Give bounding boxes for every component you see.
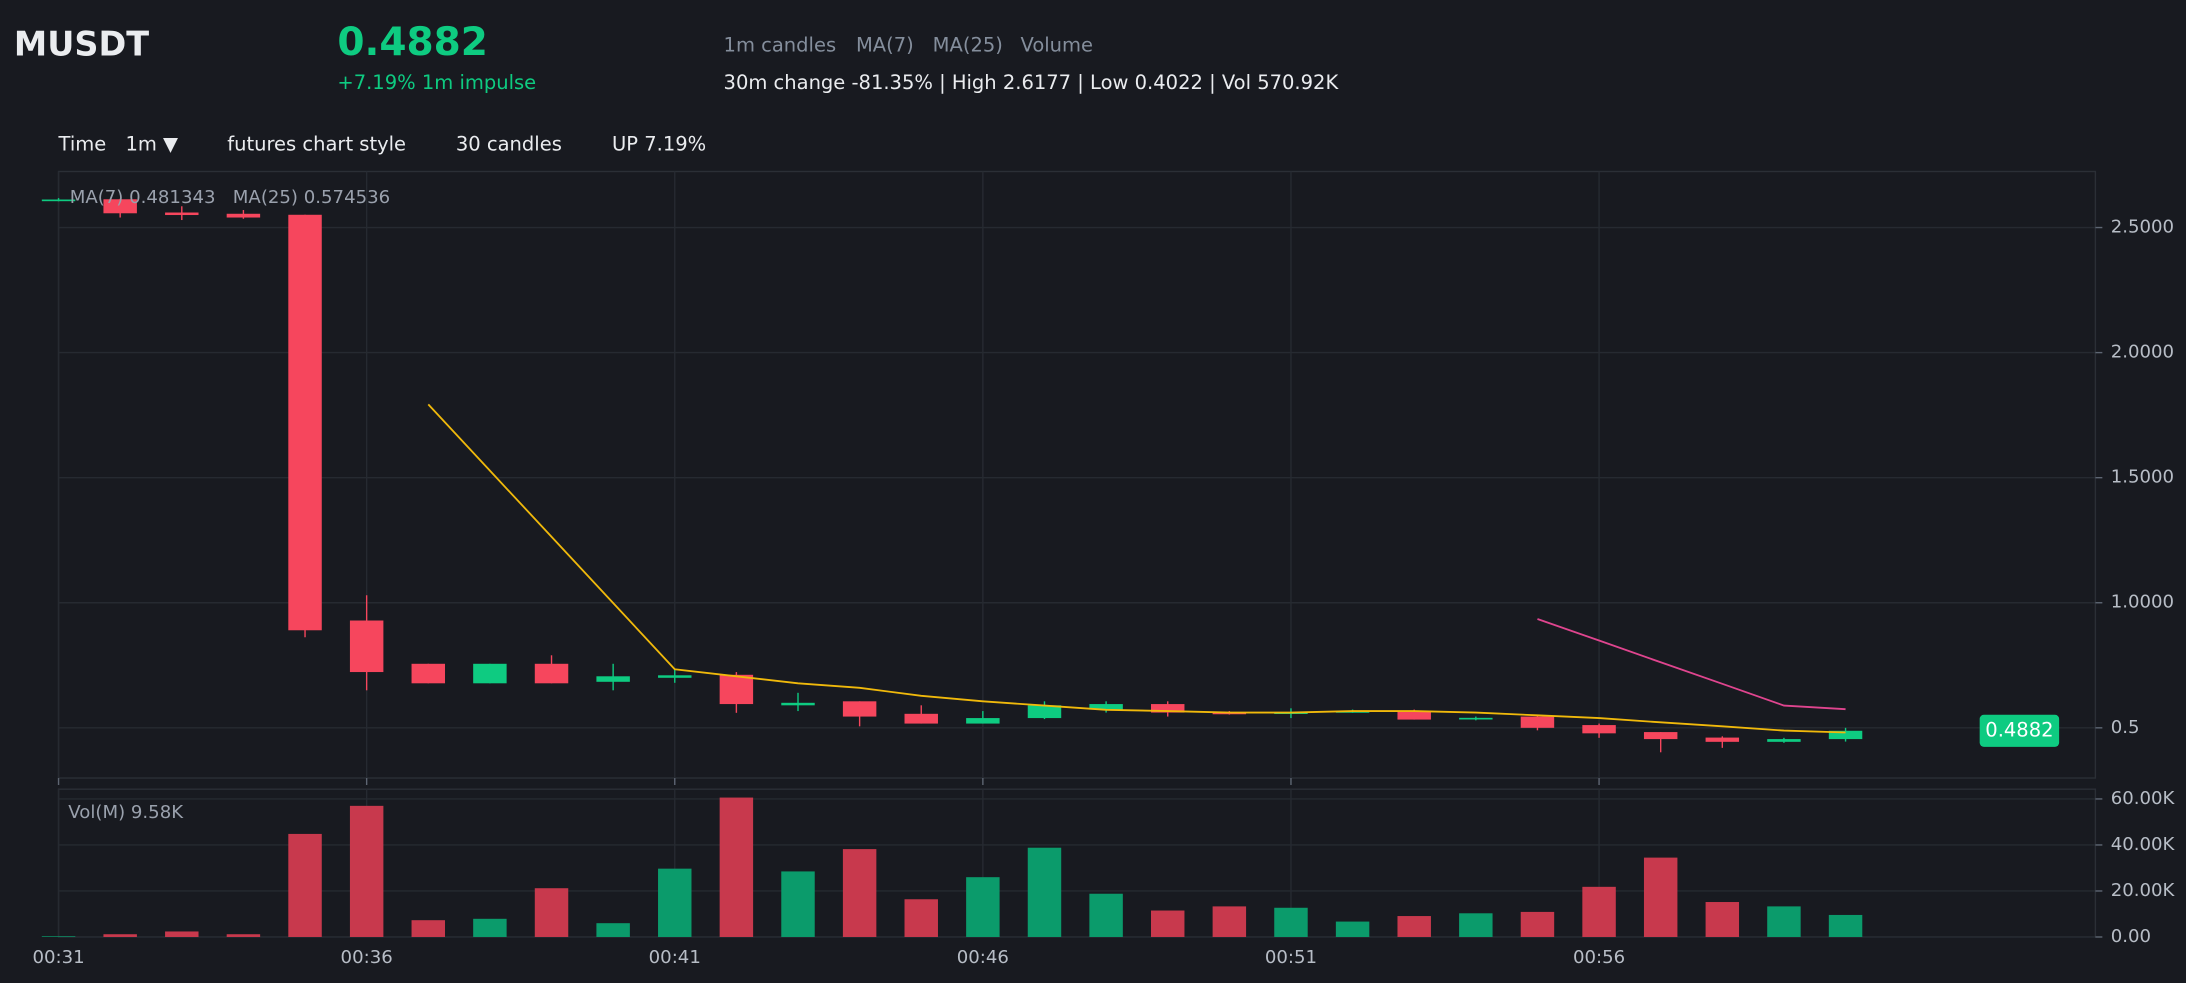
indicator: 1m candles	[724, 34, 837, 57]
volume-bar	[1335, 921, 1370, 937]
indicator: Volume	[1021, 34, 1094, 57]
candle-body	[1397, 711, 1431, 720]
volume-bar	[1212, 906, 1247, 937]
y-tick-label: 20.00K	[2111, 880, 2176, 901]
volume-bar	[1089, 893, 1123, 937]
volume-bar	[1274, 907, 1308, 937]
ma25-line	[1537, 618, 1846, 711]
candle-body	[1027, 705, 1062, 719]
volume-bar	[226, 934, 261, 937]
x-tick-label: 00:56	[1573, 947, 1625, 968]
candle-body	[1828, 730, 1863, 740]
toolbar-item[interactable]: Time	[58, 133, 107, 156]
candle-body	[966, 718, 1000, 724]
volume-bar	[719, 797, 754, 937]
volume-bar	[411, 920, 446, 937]
symbol: MUSDT	[14, 25, 149, 64]
volume-bar	[658, 868, 692, 937]
candle-body	[1459, 717, 1493, 720]
candle-body	[1520, 716, 1555, 728]
x-tick-label: 00:41	[649, 947, 701, 968]
ma7-line	[427, 403, 1846, 734]
volume-bar	[966, 877, 1000, 937]
volume-bar	[1027, 847, 1062, 937]
volume-bar	[1459, 913, 1493, 937]
candle-body	[1767, 739, 1801, 742]
candle-body	[904, 713, 938, 724]
ma7-legend: MA(7) 0.481343	[70, 187, 216, 208]
volume-bar	[288, 833, 322, 937]
toolbar-item[interactable]: UP 7.19%	[612, 133, 706, 156]
y-tick-label: 1.5000	[2111, 467, 2174, 488]
impulse: +7.19% 1m impulse	[337, 71, 536, 94]
volume-bar	[904, 899, 938, 937]
candle-body	[1705, 737, 1740, 742]
indicator: MA(25)	[933, 34, 1003, 57]
candle-body	[103, 199, 137, 214]
candle-body	[781, 702, 815, 706]
candle-body	[719, 674, 754, 705]
last-price-label: 0.4882	[1985, 718, 2053, 741]
candle-body	[658, 675, 692, 678]
toolbar-item[interactable]: 30 candles	[456, 133, 562, 156]
y-tick-label: 40.00K	[2111, 834, 2176, 855]
candle-body	[1089, 704, 1123, 710]
interval-select[interactable]: 1m ▼	[125, 133, 178, 156]
volume-bar	[349, 805, 384, 937]
last-price-badge	[1979, 714, 2060, 747]
y-tick-label: 2.0000	[2111, 342, 2174, 363]
indicator: MA(7)	[856, 34, 914, 57]
candle-body	[534, 663, 569, 684]
candle-body	[473, 663, 507, 684]
candle-body	[411, 663, 446, 684]
candle-body	[41, 199, 76, 202]
y-tick-label: 0.00	[2111, 926, 2151, 947]
volume-bar	[1767, 906, 1801, 937]
volume-bar	[1397, 916, 1431, 937]
candle-body	[1582, 725, 1616, 734]
stats: 30m change -81.35% | High 2.6177 | Low 0…	[724, 71, 1340, 94]
volume-bar	[473, 918, 507, 937]
candle-body	[165, 212, 199, 216]
volume-bar	[103, 934, 137, 937]
volume-bar	[781, 871, 815, 937]
volume-bar	[842, 849, 877, 937]
candle-body	[1643, 732, 1678, 740]
x-tick-label: 00:31	[32, 947, 84, 968]
y-tick-label: 0.5	[2111, 717, 2140, 738]
candle-body	[349, 620, 384, 673]
x-tick-label: 00:46	[957, 947, 1009, 968]
x-tick-label: 00:51	[1265, 947, 1317, 968]
candle-body	[842, 701, 877, 717]
volume-bar	[1828, 914, 1863, 937]
volume-legend: Vol(M) 9.58K	[68, 802, 184, 823]
volume-bar	[1582, 886, 1616, 937]
volume-bar	[1150, 910, 1185, 937]
volume-bar	[1643, 857, 1678, 937]
candle-body	[226, 213, 261, 218]
volume-bar	[1705, 902, 1740, 937]
volume-bar	[534, 888, 569, 937]
candle-body	[288, 214, 322, 631]
y-tick-label: 60.00K	[2111, 788, 2176, 809]
candle-body	[1150, 704, 1185, 713]
candle-body	[596, 676, 630, 682]
y-tick-label: 2.5000	[2111, 217, 2174, 238]
x-tick-label: 00:36	[341, 947, 393, 968]
volume-bar	[596, 923, 630, 937]
ma25-legend: MA(25) 0.574536	[233, 187, 390, 208]
volume-bar	[165, 931, 199, 937]
volume-bar	[1520, 911, 1555, 937]
y-tick-label: 1.0000	[2111, 592, 2174, 613]
volume-bar	[41, 936, 76, 937]
toolbar-item[interactable]: futures chart style	[227, 133, 406, 156]
last-price: 0.4882	[337, 20, 488, 65]
